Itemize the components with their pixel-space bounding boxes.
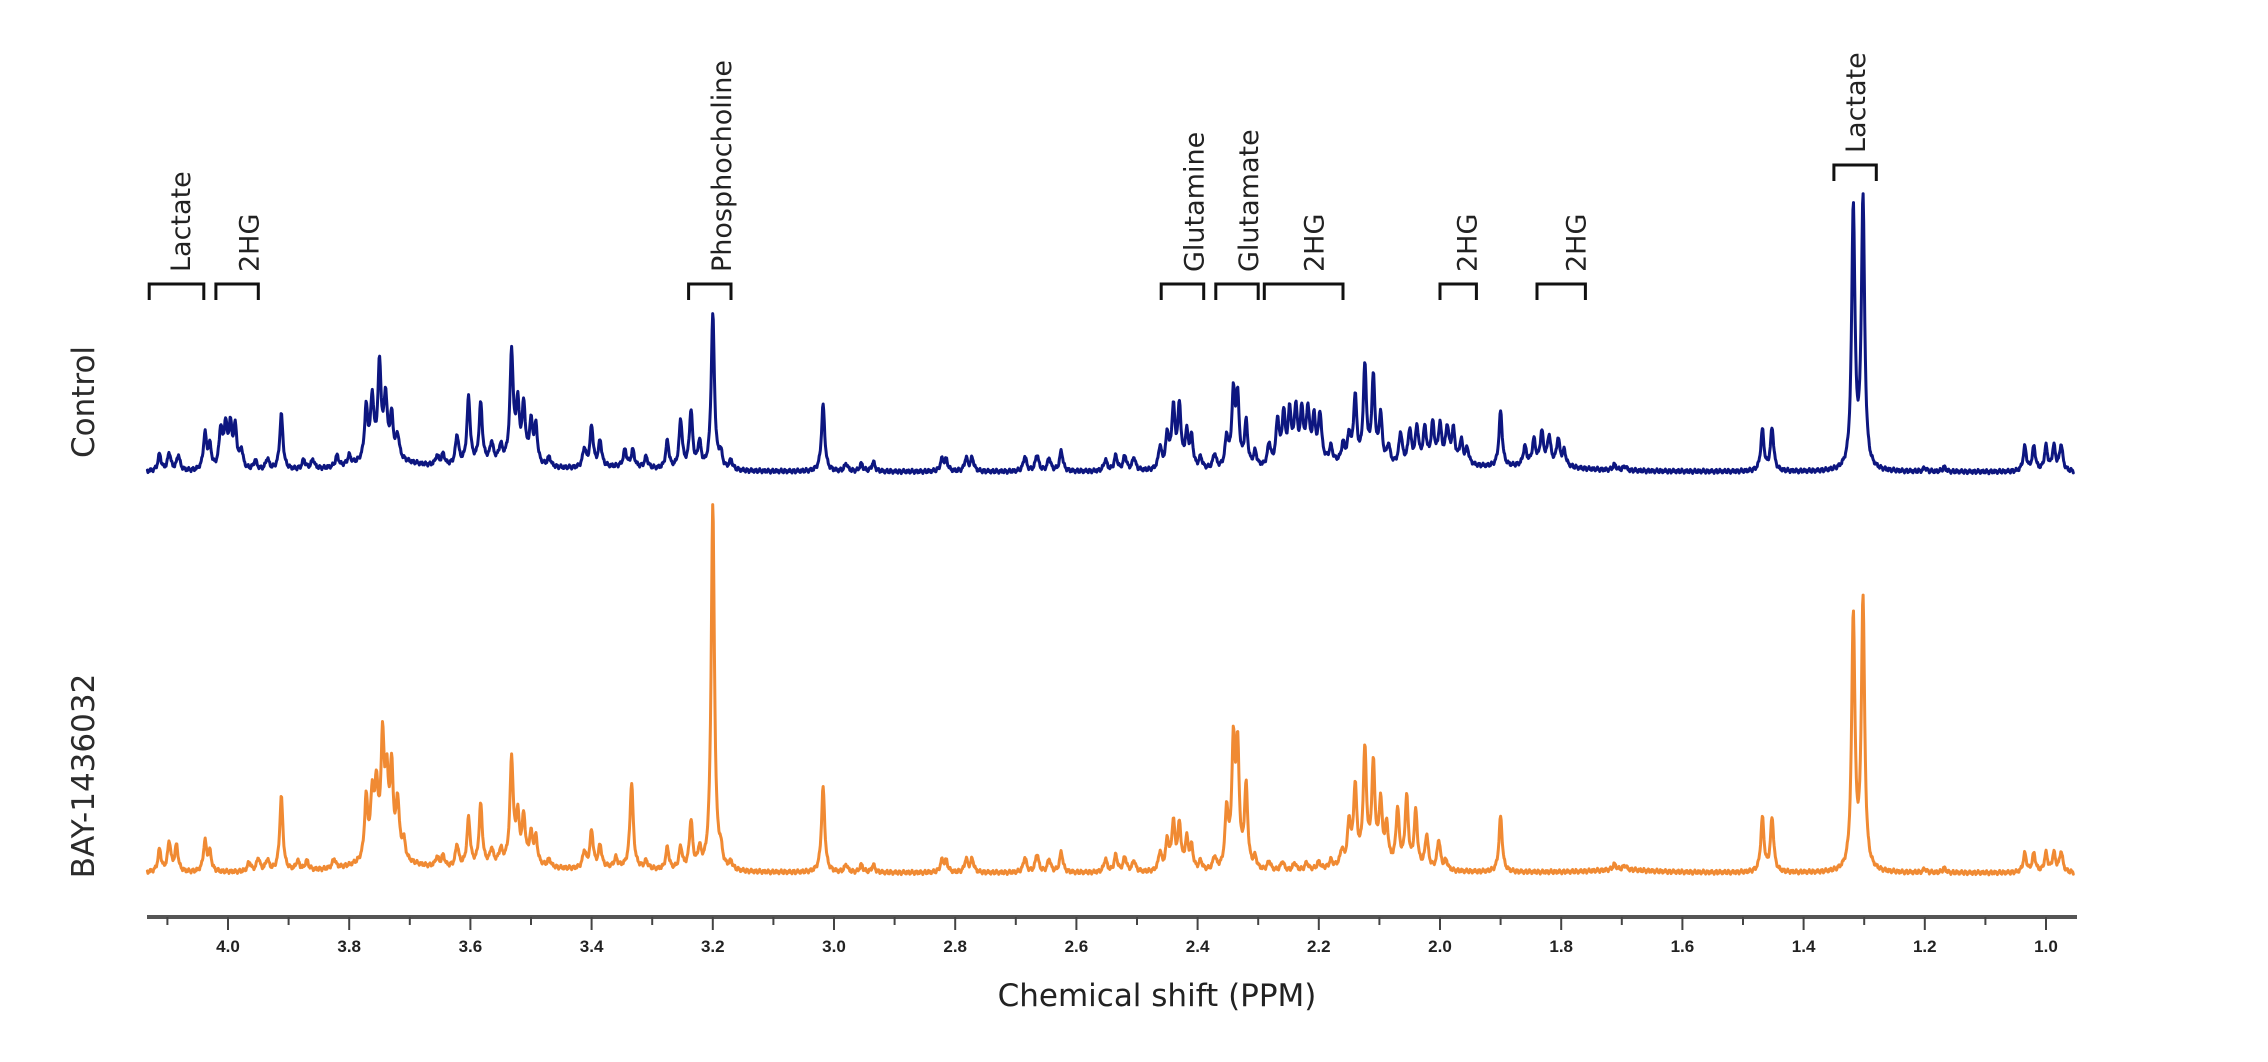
annotation-label-2hg: 2HG xyxy=(1561,214,1592,272)
series-label-bay-1436032: BAY-1436032 xyxy=(66,674,102,879)
x-tick-label: 2.6 xyxy=(1065,937,1089,956)
annotation-label-glutamine: Glutamine xyxy=(1180,132,1211,272)
x-axis-title: Chemical shift (PPM) xyxy=(998,978,1317,1014)
annotation-bracket xyxy=(687,282,733,300)
x-tick-label: 2.4 xyxy=(1186,937,1210,956)
annotation-bracket xyxy=(1832,163,1878,181)
annotation-label-2hg: 2HG xyxy=(1300,214,1331,272)
spectra xyxy=(145,192,2075,877)
x-tick-label: 3.2 xyxy=(701,937,725,956)
annotation-bracket xyxy=(1159,282,1206,300)
annotation-bracket xyxy=(1438,282,1478,300)
x-axis-ticks: 4.0 3.8 3.6 3.4 3.2 3.0 2.8 2.6 2.4 2.2 2.0 1.8 1.6 1… xyxy=(166,917,2058,956)
annotation-bracket xyxy=(1262,282,1345,300)
x-tick-label: 3.4 xyxy=(580,937,604,956)
annotation-bracket xyxy=(1535,282,1587,300)
x-tick-label: 1.6 xyxy=(1671,937,1695,956)
x-tick-label: 1.0 xyxy=(2034,937,2058,956)
annotation-label-lactate: Lactate xyxy=(166,171,197,272)
annotation-label-2hg: 2HG xyxy=(1452,214,1483,272)
x-tick-label: 4.0 xyxy=(216,937,240,956)
annotation-bracket xyxy=(214,282,260,300)
annotation-label-2hg: 2HG xyxy=(234,214,265,272)
x-tick-label: 3.6 xyxy=(459,937,483,956)
annotation-label-lactate: Lactate xyxy=(1841,52,1872,153)
annotation-bracket xyxy=(1214,282,1260,300)
x-tick-label: 3.8 xyxy=(337,937,361,956)
annotation-label-phosphocholine: Phosphocholine xyxy=(707,60,738,272)
spectrum-line-bay-1436032 xyxy=(145,503,2075,877)
x-tick-label: 2.2 xyxy=(1307,937,1331,956)
annotation-bracket xyxy=(147,282,206,300)
spectrum-line-control xyxy=(145,192,2075,476)
series-labels: Control BAY-1436032 xyxy=(66,346,102,878)
x-tick-label: 1.4 xyxy=(1792,937,1816,956)
series-label-control: Control xyxy=(66,346,102,458)
x-tick-label: 3.0 xyxy=(822,937,846,956)
x-tick-label: 1.8 xyxy=(1549,937,1573,956)
annotation-label-glutamate: Glutamate xyxy=(1234,129,1265,272)
x-axis: 4.0 3.8 3.6 3.4 3.2 3.0 2.8 2.6 2.4 2.2 2.0 1.8 1.6 1… xyxy=(147,915,2077,1014)
x-tick-label: 2.0 xyxy=(1428,937,1452,956)
peak-annotations: Lactate 2HG Phosphocholine Glutamine Glutama… xyxy=(147,52,1878,300)
x-tick-label: 2.8 xyxy=(943,937,967,956)
x-tick-label: 1.2 xyxy=(1913,937,1937,956)
